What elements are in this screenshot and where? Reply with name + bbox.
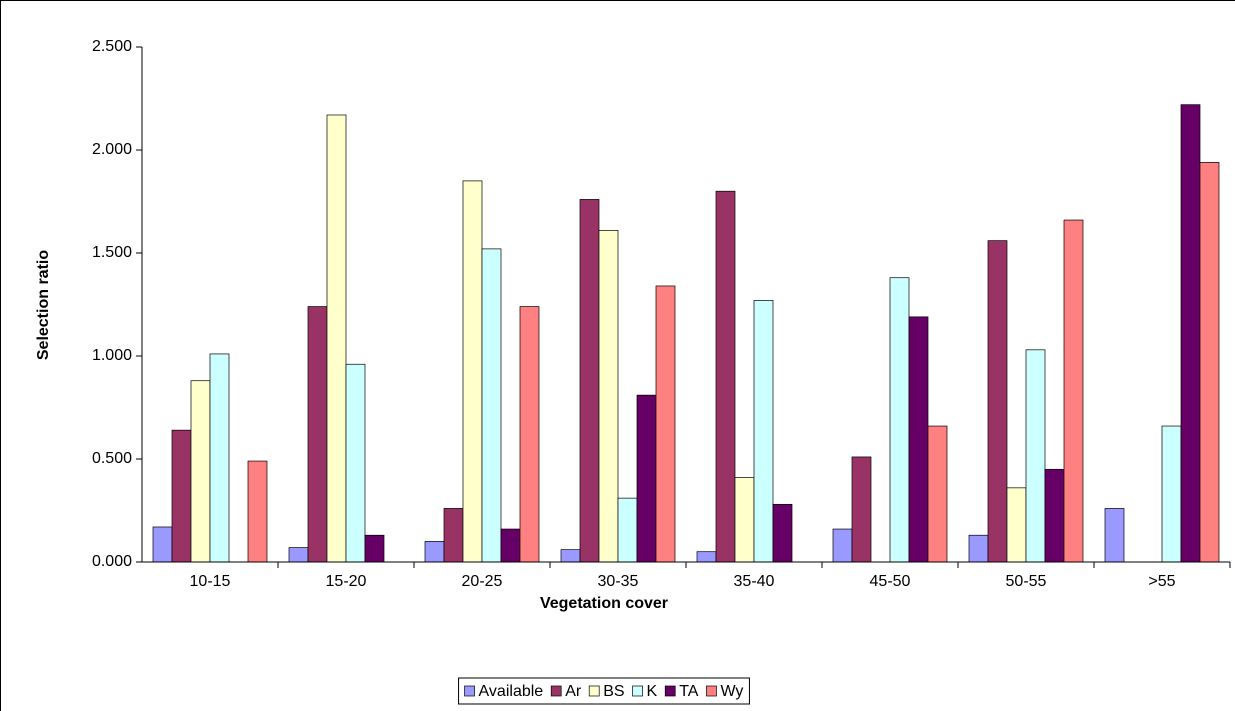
x-tick-label: 50-55 (1006, 573, 1047, 590)
bar (1199, 162, 1220, 563)
bar (617, 497, 638, 563)
legend-label: Wy (720, 683, 743, 700)
legend-label: Ar (565, 683, 582, 700)
bar (927, 425, 948, 563)
bar (655, 285, 676, 563)
bar (889, 277, 910, 563)
bar (1044, 468, 1065, 563)
legend-label: BS (603, 683, 624, 700)
y-tick-label: 2.500 (92, 38, 132, 55)
x-tick-label: 30-35 (598, 573, 639, 590)
legend-label: TA (679, 683, 699, 700)
bar (519, 306, 540, 563)
legend-swatch (706, 685, 717, 697)
y-tick-label: 0.500 (92, 450, 132, 467)
bar (832, 528, 853, 563)
bar (1180, 104, 1201, 563)
bar (715, 190, 736, 563)
bar (1063, 219, 1084, 563)
bar (636, 394, 657, 563)
y-axis-label: Selection ratio (35, 250, 52, 360)
legend-swatch (550, 685, 562, 697)
bar (968, 534, 989, 563)
bar (734, 477, 755, 563)
x-tick-label: 45-50 (870, 573, 911, 590)
bar (1161, 425, 1182, 563)
bar (481, 248, 502, 563)
x-tick-label: 20-25 (462, 573, 503, 590)
bar (190, 380, 211, 563)
bar (753, 300, 774, 563)
bar (772, 503, 793, 563)
bar (364, 534, 385, 563)
bar (696, 551, 717, 563)
legend-box (458, 677, 750, 705)
bar (1104, 508, 1125, 563)
x-tick-label: 10-15 (190, 573, 231, 590)
bar (307, 306, 328, 563)
bar (171, 429, 192, 563)
y-tick-label: 1.000 (92, 347, 132, 364)
bar (152, 526, 173, 563)
x-tick-label: >55 (1148, 573, 1175, 590)
bar (560, 549, 581, 563)
x-axis-label: Vegetation cover (540, 595, 668, 612)
bar (247, 460, 268, 563)
y-tick-label: 2.000 (92, 141, 132, 158)
legend-swatch (664, 685, 676, 697)
bar (579, 199, 600, 563)
bar (288, 547, 309, 563)
legend: Available Ar BS K TA Wy (458, 677, 750, 705)
bar (462, 180, 483, 563)
x-tick-label: 35-40 (734, 573, 775, 590)
y-tick-label: 0.000 (92, 553, 132, 570)
legend-swatch (464, 685, 475, 697)
x-tick-label: 15-20 (326, 573, 367, 590)
bar (326, 114, 347, 563)
bar (851, 456, 872, 563)
bar (598, 229, 619, 563)
bar (1006, 487, 1027, 563)
bar (209, 353, 230, 563)
bar (443, 508, 464, 563)
legend-label: Available (479, 683, 544, 700)
bar (1025, 349, 1046, 563)
bar (424, 541, 445, 563)
bar (987, 240, 1008, 563)
y-tick-label: 1.500 (92, 244, 132, 261)
bar (500, 528, 521, 563)
legend-swatch (588, 685, 600, 697)
legend-label: K (647, 683, 658, 700)
bar (908, 316, 929, 563)
bar (345, 363, 366, 563)
legend-swatch (632, 685, 643, 697)
